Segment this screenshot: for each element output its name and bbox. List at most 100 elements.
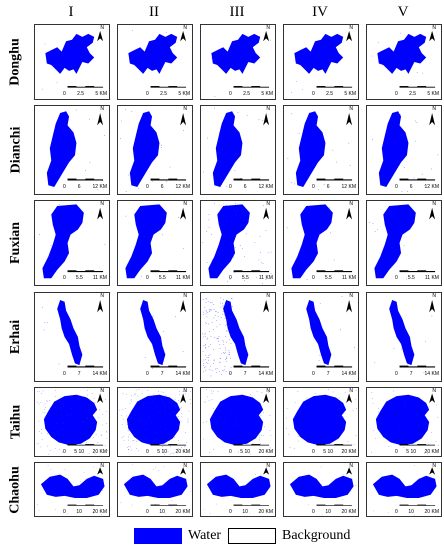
noise-speck [229,339,231,340]
map-donghu [128,30,187,96]
north-arrow-icon [263,113,270,126]
noise-speck [226,357,227,359]
noise-speck [204,334,206,335]
north-label: N [183,201,187,207]
map-taihu [36,389,108,455]
noise-speck [125,191,127,192]
noise-speck [214,107,215,109]
north-label: N [432,463,436,469]
scale-label: 2.5 [77,90,85,97]
water-body [46,111,77,187]
scale-label: 20 KM [424,448,439,455]
map-panel-dianchi-4: 0 6 12 KM N [283,105,359,195]
scale-label: 20 KM [92,509,107,515]
scale-bar-segment [168,270,178,272]
map-chaohu [289,466,357,516]
noise-speck [262,263,264,264]
map-panel-taihu-2: 0 5 10 20 KM N [117,387,193,457]
north-arrow-icon [97,30,104,42]
noise-speck [161,144,162,146]
noise-speck [213,309,215,310]
scale-labels: 0 5 10 20 KM [63,449,107,455]
noise-speck [235,215,237,216]
map-taihu [285,389,357,450]
noise-speck [206,356,208,358]
map-panel-fuxian-1: 0 5.5 11 KM N [34,200,110,286]
noise-speck [69,338,70,339]
scale-label: 10 [242,509,248,515]
noise-speck [224,318,226,319]
noise-speck [217,312,219,313]
noise-speck [221,353,223,355]
row-label-text: Erhai [8,319,24,355]
scale-label: 10 [76,509,82,515]
north-arrow-icon [429,300,436,313]
noise-speck [55,127,56,129]
noise-speck [214,337,216,338]
north-label: N [266,106,270,112]
noise-speck [236,227,238,229]
noise-speck [226,318,227,320]
map-panel-fuxian-2: 0 5.5 11 KM N [117,200,193,286]
scale-label: 7 [243,370,247,377]
scale-label: 6 [160,183,164,190]
map-taihu [119,389,192,455]
scale-bar-segment [168,504,178,506]
map-erhai [140,300,187,369]
scale-labels: 0 6 12 KM [312,184,356,190]
scale-bar-segment [334,178,344,180]
scale-label: 12 KM [258,183,273,190]
north-label: N [349,463,353,469]
noise-speck [214,202,215,204]
map-taihu [371,390,439,455]
water-body [43,394,98,446]
noise-speck [209,309,211,310]
noise-speck [349,165,351,166]
noise-speck [213,304,214,305]
map-erhai [202,297,270,377]
noise-speck [224,302,226,304]
scale-labels: 0 6 12 KM [63,184,107,190]
noise-speck [205,332,206,334]
scale-bar-segment [150,86,160,88]
row-label-fuxian: Fuxian [2,200,30,286]
scale-bar-segment [399,86,409,88]
north-label: N [432,25,436,31]
scale-label: 7 [77,370,81,377]
column-header: V [397,4,409,20]
noise-speck [104,244,106,245]
noise-speck [424,185,426,186]
north-label: N [432,201,436,207]
noise-speck [220,306,222,308]
scale-label: 0 [63,509,66,515]
noise-speck [236,222,238,224]
noise-speck [219,344,221,345]
scale-labels: 0 2.5 5 KM [312,91,356,97]
noise-speck [231,298,233,300]
noise-speck [203,363,205,364]
noise-speck [209,310,211,312]
noise-speck [240,206,242,208]
noise-speck [226,186,228,187]
column-header: III [229,4,245,20]
north-label: N [266,293,270,299]
scale-bar-segment [85,365,95,367]
north-label: N [100,388,104,394]
scale-label: 5 KM [95,90,107,97]
noise-speck [214,315,216,316]
map-dianchi [119,109,187,192]
scale-bar-segment [251,270,261,272]
scale-bar-segment [399,178,409,180]
noise-speck [208,346,210,348]
scale-label: 6 [77,183,81,190]
noise-speck [205,298,207,300]
noise-speck [223,370,225,372]
noise-speck [425,340,426,342]
noise-speck [267,252,269,254]
row-label-chaohu: Chaohu [2,462,30,517]
north-label: N [432,106,436,112]
noise-speck [212,261,213,262]
scale-label: 0 [146,448,149,455]
noise-speck [226,229,227,231]
water-body [389,300,415,366]
